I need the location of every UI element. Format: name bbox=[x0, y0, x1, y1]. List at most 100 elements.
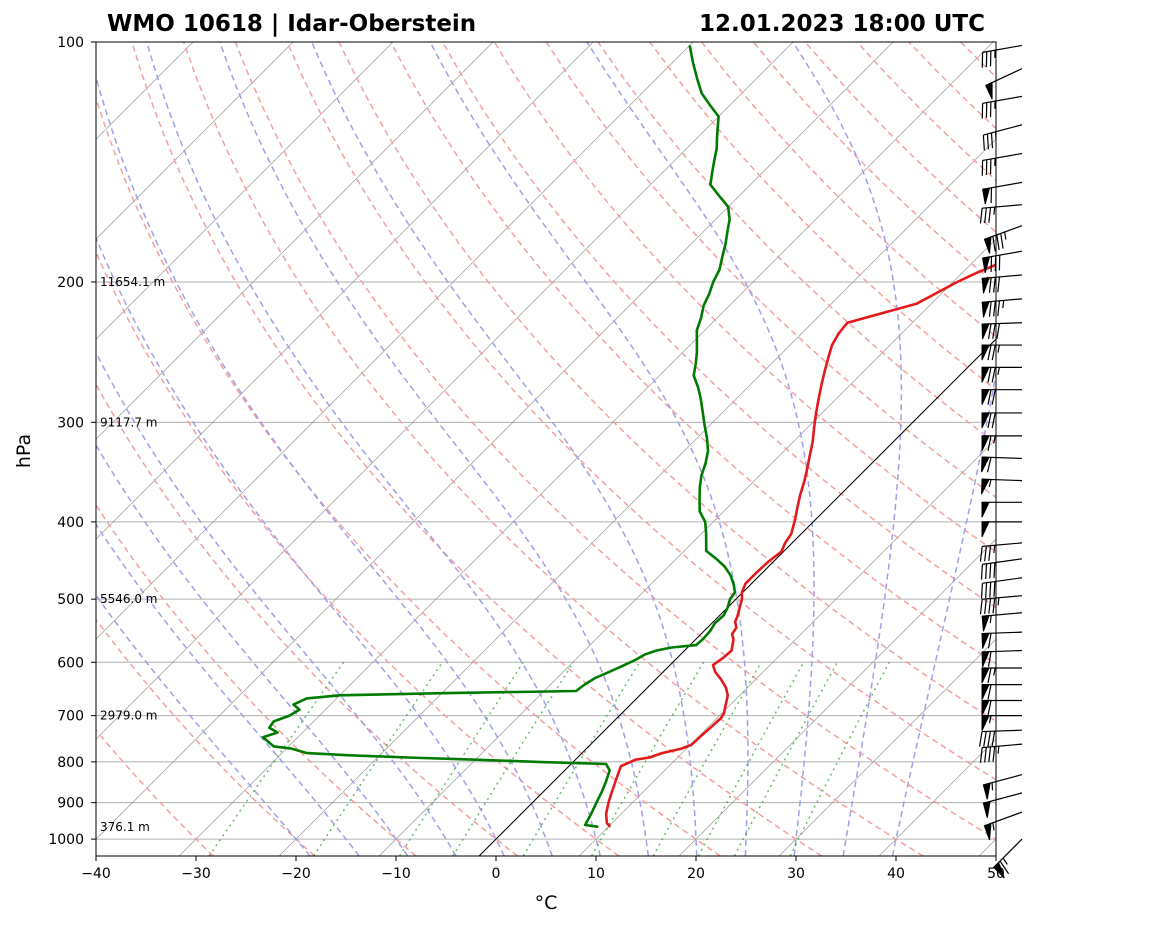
dry-adiabat bbox=[96, 382, 518, 856]
y-tick-label: 800 bbox=[57, 755, 84, 771]
moist-adiabat bbox=[311, 42, 698, 856]
wind-barb bbox=[981, 435, 1022, 452]
dry-adiabat bbox=[131, 42, 823, 856]
moist-adiabat bbox=[96, 593, 311, 856]
y-tick-label: 600 bbox=[57, 655, 84, 671]
plot-area bbox=[96, 42, 1160, 856]
wind-barb bbox=[980, 558, 1023, 580]
dry-adiabat bbox=[96, 618, 316, 856]
y-tick-label: 300 bbox=[57, 415, 84, 431]
x-tick-label: 10 bbox=[587, 866, 605, 882]
isotherm-line bbox=[578, 438, 996, 856]
mixing-ratio-line bbox=[652, 661, 762, 856]
wind-barb bbox=[981, 274, 1023, 294]
dewpoint-profile bbox=[261, 45, 737, 829]
wind-barb bbox=[981, 456, 1023, 473]
y-tick-label: 400 bbox=[57, 515, 84, 531]
zero-isotherm bbox=[478, 338, 996, 856]
isotherm-line bbox=[96, 42, 694, 640]
wind-barb bbox=[981, 631, 1023, 649]
isotherm-line bbox=[278, 138, 996, 856]
wind-barb bbox=[979, 595, 1023, 615]
wind-barb bbox=[982, 124, 1023, 151]
y-tick-label: 100 bbox=[57, 35, 84, 51]
height-label: 9117.7 m bbox=[100, 415, 158, 429]
mixing-ratio-lines bbox=[208, 661, 890, 856]
wind-barbs bbox=[978, 44, 1023, 879]
dry-adiabat bbox=[338, 42, 996, 723]
height-label: 11654.1 m bbox=[100, 275, 165, 289]
mixing-ratio-line bbox=[522, 661, 641, 856]
moist-adiabat bbox=[96, 443, 409, 856]
chart-timestamp: 12.01.2023 18:00 UTC bbox=[699, 11, 985, 37]
chart-title: WMO 10618 | Idar-Oberstein bbox=[107, 11, 476, 37]
y-tick-label: 700 bbox=[57, 709, 84, 725]
wind-barb bbox=[981, 612, 1023, 632]
wind-barb bbox=[981, 366, 1022, 383]
isotherm-line bbox=[96, 42, 594, 540]
moist-adiabat bbox=[429, 42, 749, 856]
wind-barb bbox=[993, 838, 1023, 879]
x-tick-label: −40 bbox=[81, 866, 111, 882]
wind-barb bbox=[979, 743, 1023, 763]
dry-adiabat bbox=[441, 42, 996, 609]
mixing-ratio-line bbox=[789, 661, 890, 856]
dry-adiabat bbox=[96, 503, 417, 856]
moist-adiabat bbox=[586, 42, 815, 856]
dry-adiabat bbox=[493, 42, 996, 553]
moist-adiabat bbox=[96, 350, 457, 856]
dry-adiabat bbox=[1012, 42, 1160, 856]
dry-adiabat bbox=[545, 42, 996, 499]
wind-barb bbox=[981, 684, 1022, 700]
isotherm-line bbox=[178, 42, 994, 856]
wind-barb bbox=[982, 774, 1023, 800]
temperature-profile bbox=[604, 263, 996, 828]
mixing-ratio-line bbox=[452, 661, 575, 856]
moist-adiabat bbox=[146, 42, 601, 856]
isotherm-line bbox=[96, 42, 394, 340]
wind-barb bbox=[981, 521, 1022, 538]
dry-adiabat bbox=[234, 42, 996, 840]
plot-frame bbox=[95, 41, 997, 857]
wind-barb bbox=[981, 344, 1022, 361]
moist-adiabat bbox=[96, 74, 553, 856]
dry-adiabat bbox=[96, 95, 721, 856]
wind-barb bbox=[979, 204, 1023, 224]
wind-barb bbox=[982, 792, 1023, 818]
isobar-gridlines bbox=[96, 42, 996, 840]
y-tick-label: 500 bbox=[57, 592, 84, 608]
y-tick-label: 900 bbox=[57, 796, 84, 812]
x-tick-label: 0 bbox=[492, 866, 501, 882]
dry-adiabat bbox=[390, 42, 996, 665]
wind-barb bbox=[981, 667, 1022, 684]
wind-barb bbox=[981, 95, 1023, 119]
wind-barb bbox=[981, 501, 1022, 518]
wind-barb bbox=[983, 225, 1023, 254]
moist-adiabat bbox=[96, 522, 360, 856]
isotherm-line bbox=[478, 338, 996, 856]
x-tick-label: 30 bbox=[787, 866, 805, 882]
wind-barb bbox=[981, 298, 1023, 318]
moist-adiabat bbox=[96, 235, 505, 856]
isotherm-line bbox=[96, 42, 294, 240]
dry-adiabat-lines bbox=[96, 42, 1160, 856]
y-axis-label: hPa bbox=[13, 434, 35, 468]
x-tick-label: −30 bbox=[181, 866, 211, 882]
height-label: 5546.0 m bbox=[100, 592, 158, 606]
moist-adiabat-lines bbox=[96, 42, 996, 856]
wind-barb bbox=[978, 729, 1023, 747]
y-tick-label: 1000 bbox=[48, 832, 84, 848]
moist-adiabat bbox=[792, 42, 903, 856]
wind-barb bbox=[982, 250, 1023, 274]
y-axis-ticks: 100 200 300 400 500 600 700 800 900 1000 bbox=[48, 35, 96, 848]
mixing-ratio-line bbox=[590, 661, 705, 856]
x-axis-ticks: −40 −30 −20 −10 0 10 20 30 40 50 bbox=[81, 856, 1005, 882]
wind-barb bbox=[980, 577, 1023, 599]
wind-barb bbox=[981, 152, 1023, 176]
wind-barb bbox=[979, 542, 1023, 562]
dry-adiabat bbox=[96, 250, 620, 856]
height-labels: 11654.1 m 9117.7 m 5546.0 m 2979.0 m 376.1 m bbox=[100, 275, 165, 834]
x-tick-label: −20 bbox=[281, 866, 311, 882]
dry-adiabat bbox=[752, 42, 996, 286]
